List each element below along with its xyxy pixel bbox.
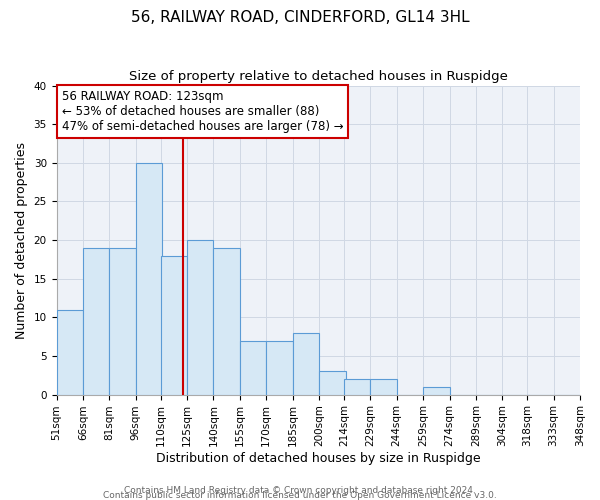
- Bar: [214, 248, 240, 394]
- Bar: [293, 333, 319, 394]
- Text: 56, RAILWAY ROAD, CINDERFORD, GL14 3HL: 56, RAILWAY ROAD, CINDERFORD, GL14 3HL: [131, 10, 469, 25]
- Y-axis label: Number of detached properties: Number of detached properties: [15, 142, 28, 338]
- Bar: [370, 379, 397, 394]
- Bar: [240, 340, 266, 394]
- Bar: [187, 240, 214, 394]
- Bar: [56, 310, 83, 394]
- Text: Contains HM Land Registry data © Crown copyright and database right 2024.: Contains HM Land Registry data © Crown c…: [124, 486, 476, 495]
- Bar: [83, 248, 109, 394]
- Bar: [161, 256, 187, 394]
- Text: 56 RAILWAY ROAD: 123sqm
← 53% of detached houses are smaller (88)
47% of semi-de: 56 RAILWAY ROAD: 123sqm ← 53% of detache…: [62, 90, 343, 133]
- Bar: [266, 340, 293, 394]
- X-axis label: Distribution of detached houses by size in Ruspidge: Distribution of detached houses by size …: [156, 452, 481, 465]
- Bar: [423, 387, 449, 394]
- Title: Size of property relative to detached houses in Ruspidge: Size of property relative to detached ho…: [129, 70, 508, 83]
- Bar: [109, 248, 136, 394]
- Bar: [344, 379, 370, 394]
- Bar: [136, 163, 162, 394]
- Text: Contains public sector information licensed under the Open Government Licence v3: Contains public sector information licen…: [103, 491, 497, 500]
- Bar: [319, 372, 346, 394]
